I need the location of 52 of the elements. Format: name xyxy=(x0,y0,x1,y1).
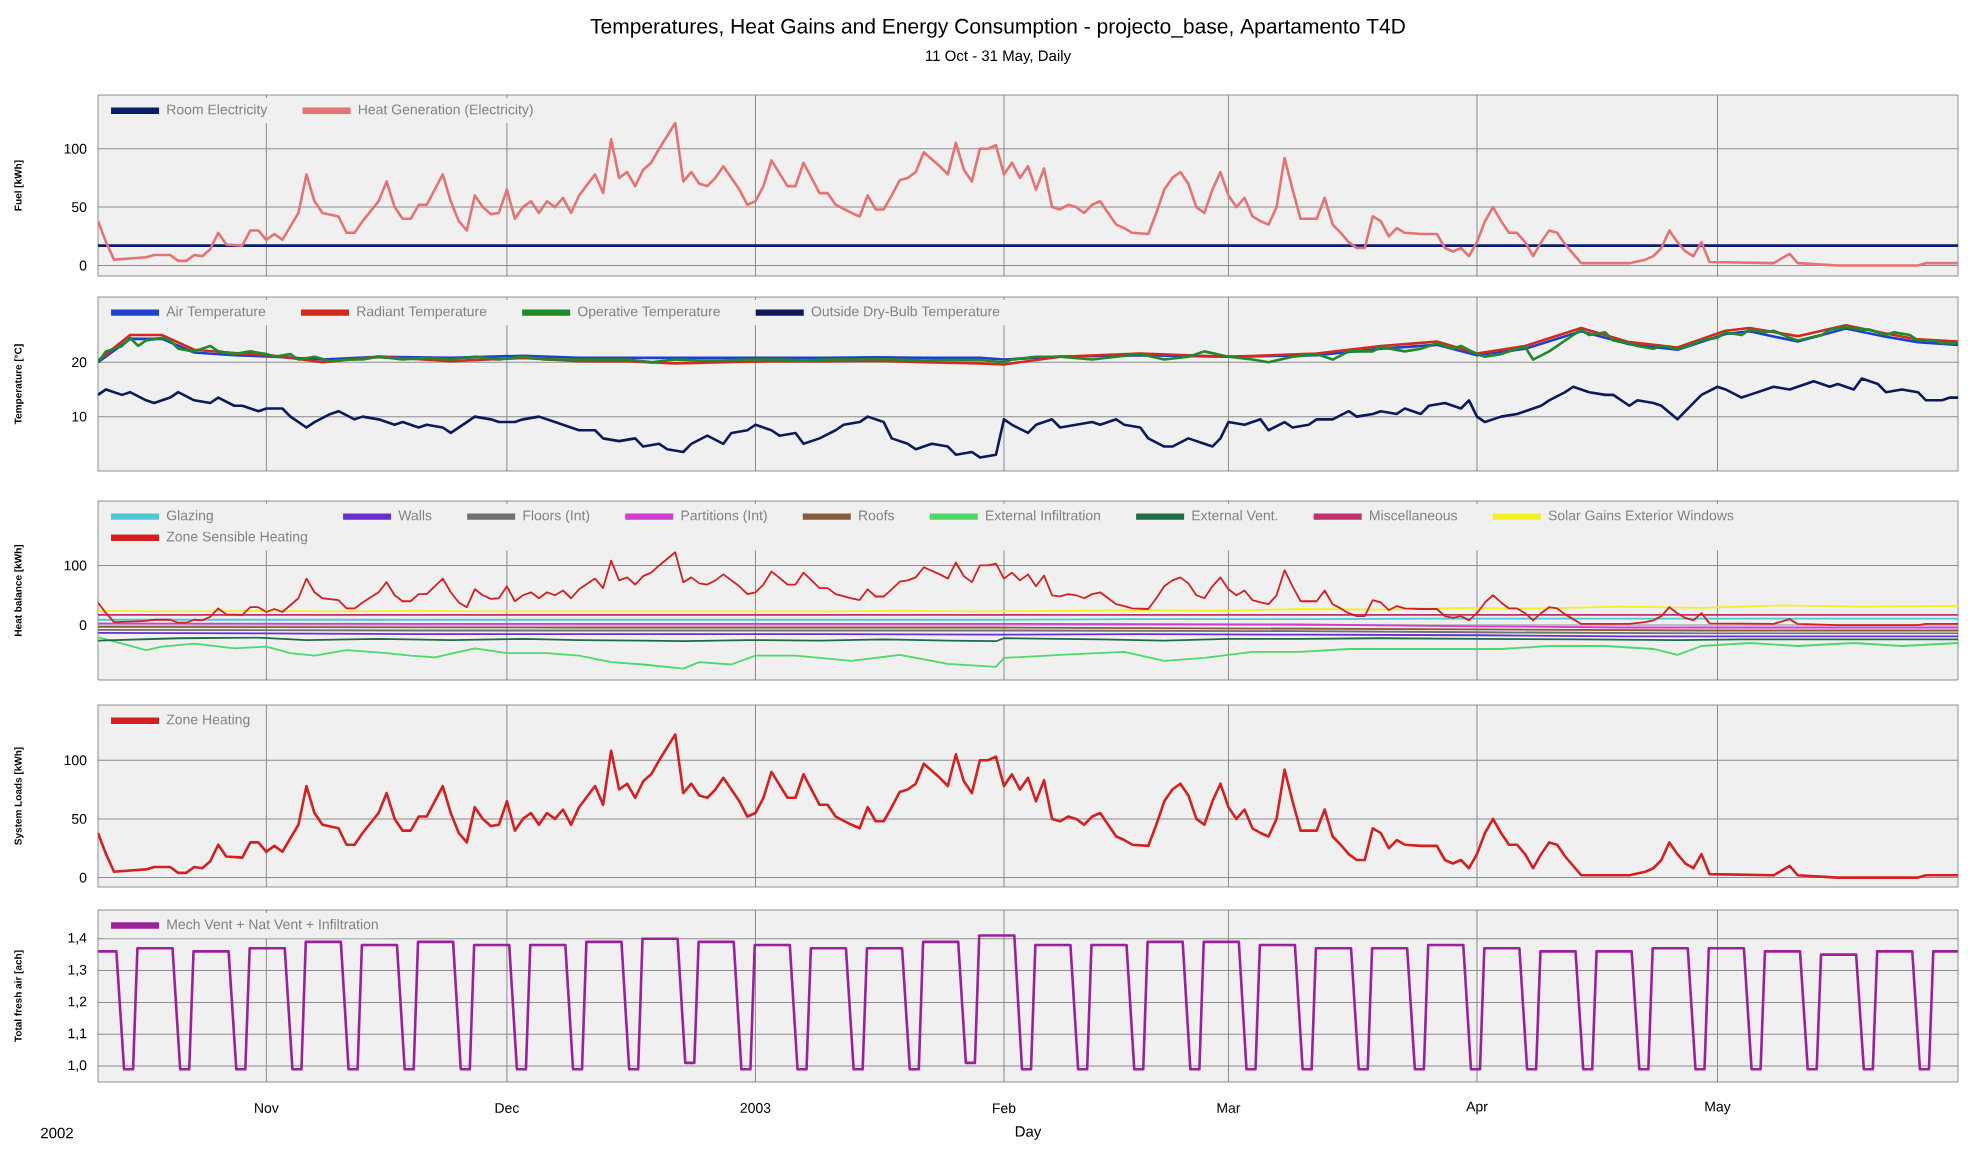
x-tick-label: Apr xyxy=(1466,1101,1488,1115)
legend-label: Walls xyxy=(398,510,432,521)
legend-label: Zone Heating xyxy=(166,714,250,728)
y-tick-label: 1,2 xyxy=(68,996,87,1009)
legend-label: Glazing xyxy=(166,510,213,524)
y-tick-label: 10 xyxy=(72,411,87,422)
chart-subtitle: 11 Oct - 31 May, Daily xyxy=(926,50,1072,64)
line-series xyxy=(98,551,1959,627)
y-tick-label: 100 xyxy=(64,560,87,571)
y-tick-label: 1,0 xyxy=(68,1060,87,1072)
chart-title: Temperatures, Heat Gains and Energy Consumption - projecto_base, Apartamento T4D xyxy=(590,18,1405,38)
legend-label: External Vent. xyxy=(1192,510,1278,521)
y-axis-title: Fuel [kWh] xyxy=(14,160,24,211)
legend-label: Partitions (Int) xyxy=(681,510,767,524)
legend-label: Mech Vent + Nat Vent + Infiltration xyxy=(167,919,378,930)
legend-label: Operative Temperature xyxy=(578,306,720,320)
legend-label: Zone Sensible Heating xyxy=(166,531,307,545)
y-tick-label: 0 xyxy=(79,620,87,631)
y-tick-label: 1,4 xyxy=(68,932,87,945)
legend-label: Room Electricity xyxy=(167,104,268,118)
line-series xyxy=(98,934,1959,1071)
y-axis-title: Heat balance [kWh] xyxy=(14,544,24,636)
x-tick-label: Dec xyxy=(495,1103,519,1113)
y-axis-title: Total fresh air [ach] xyxy=(14,950,24,1042)
x-tick-label: May xyxy=(1705,1101,1731,1115)
y-tick-label: 50 xyxy=(71,202,87,213)
legend-label: Air Temperature xyxy=(166,306,266,320)
y-tick-label: 1,1 xyxy=(68,1028,87,1040)
y-axis-title: Temperature [°C] xyxy=(14,344,24,425)
x-tick-label: Nov xyxy=(255,1103,279,1113)
y-tick-label: 0 xyxy=(79,260,87,271)
text: 2002 xyxy=(41,1127,73,1139)
legend-label: Solar Gains Exterior Windows xyxy=(1548,510,1734,521)
legend-label: External Infiltration xyxy=(986,510,1100,521)
legend-label: Radiant Temperature xyxy=(357,306,487,320)
y-tick-label: 50 xyxy=(71,813,87,824)
y-tick-label: 1,3 xyxy=(68,964,87,977)
x-tick-label: Mar xyxy=(1217,1103,1241,1113)
legend-label: Miscellaneous xyxy=(1370,510,1458,521)
legend-label: Outside Dry-Bulb Temperature xyxy=(811,306,1000,320)
legend-label: Floors (Int) xyxy=(523,510,590,524)
x-tick-label: 2003 xyxy=(740,1103,771,1113)
x-tick-label: Feb xyxy=(993,1102,1016,1114)
y-tick-label: 100 xyxy=(64,143,87,154)
y-axis-title: System Loads [kWh] xyxy=(14,747,24,845)
line-series xyxy=(98,121,1959,267)
y-tick-label: 20 xyxy=(72,357,87,368)
x-axis-title: Day xyxy=(1015,1126,1042,1140)
y-tick-label: 0 xyxy=(79,872,87,883)
y-tick-label: 100 xyxy=(64,755,87,766)
legend-label: Roofs xyxy=(859,510,895,521)
legend-label: Heat Generation (Electricity) xyxy=(358,104,533,118)
